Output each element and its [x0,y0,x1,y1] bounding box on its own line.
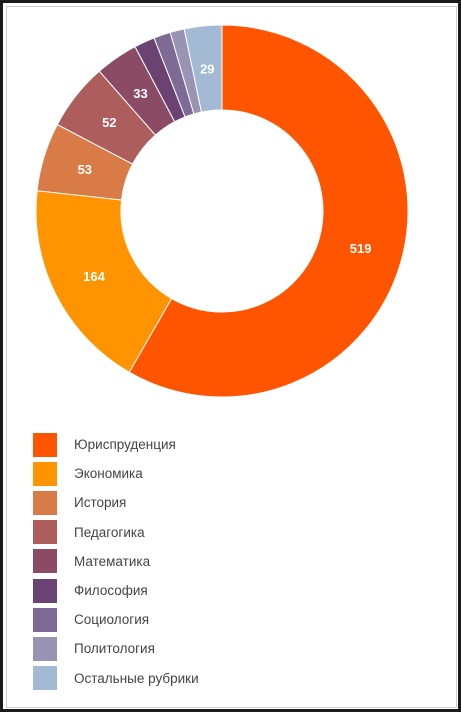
legend-label: Математика [74,553,151,569]
legend-item-4[interactable]: Педагогика [33,518,199,547]
legend-label: История [74,495,127,511]
legend-swatch [33,607,57,632]
slice-value-label: 52 [102,115,116,130]
legend-label: Остальные рубрики [74,670,199,686]
legend-item-5[interactable]: Математика [33,547,199,576]
slice-value-label: 33 [133,86,147,101]
donut-slice-1[interactable] [128,24,409,398]
donut-slice-9[interactable] [183,24,223,113]
legend-label: Юриспруденция [74,437,176,453]
chart-legend: Юриспруденция Экономика История Педагогика М… [33,430,199,693]
legend-item-6[interactable]: Философия [33,576,199,605]
legend-label: Философия [74,583,148,599]
legend-label: Политология [74,641,155,657]
legend-swatch [33,461,57,486]
donut-chart: 519 164 53 52 33 29 [35,24,409,398]
slice-value-label: 53 [78,162,92,177]
donut-slice-2[interactable] [35,190,173,373]
chart-border [6,6,457,708]
legend-swatch [33,520,57,545]
legend-label: Педагогика [74,524,145,540]
legend-item-1[interactable]: Юриспруденция [33,430,199,459]
legend-item-7[interactable]: Социология [33,605,199,634]
legend-swatch [33,490,57,515]
legend-label: Экономика [74,466,143,482]
legend-swatch [33,636,57,661]
legend-label: Социология [74,612,150,628]
legend-swatch [33,666,57,691]
legend-item-8[interactable]: Политология [33,634,199,663]
legend-swatch [33,578,57,603]
legend-swatch [33,549,57,574]
legend-item-2[interactable]: Экономика [33,459,199,488]
slice-value-label: 29 [200,61,214,76]
legend-swatch [33,432,57,457]
legend-item-3[interactable]: История [33,488,199,517]
slice-value-label: 519 [350,241,372,256]
slice-value-label: 164 [83,269,105,284]
legend-item-9[interactable]: Остальные рубрики [33,664,199,693]
